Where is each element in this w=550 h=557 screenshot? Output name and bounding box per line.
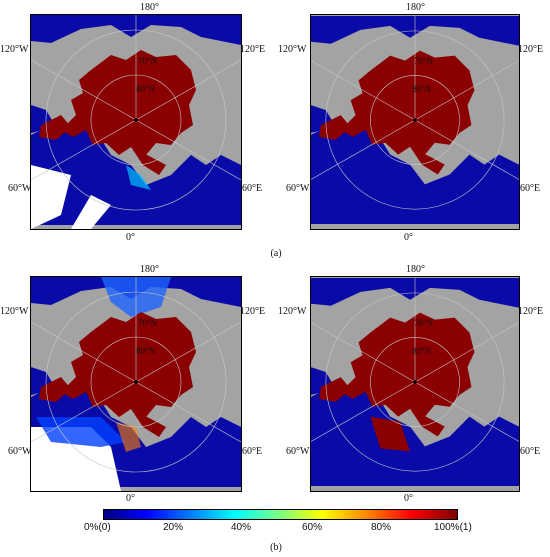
lat-label-80n: 80°N bbox=[412, 84, 432, 94]
colorbar-tick: 0%(0) bbox=[84, 522, 111, 533]
caption-b: (b) bbox=[270, 542, 282, 553]
sea-ice-map bbox=[30, 276, 242, 492]
lon-label-60w: 60°W bbox=[8, 446, 32, 457]
colorbar-tick: 40% bbox=[231, 522, 252, 533]
lon-label-0: 0° bbox=[404, 493, 413, 504]
lon-label-120w: 120°W bbox=[278, 306, 307, 317]
lon-label-120w: 120°W bbox=[0, 44, 29, 55]
lon-label-0: 0° bbox=[404, 232, 413, 243]
colorbar-tick: 80% bbox=[371, 522, 392, 533]
lon-label-60e: 60°E bbox=[520, 446, 541, 457]
lon-label-120e: 120°E bbox=[518, 306, 544, 317]
lon-label-180: 180° bbox=[140, 2, 159, 13]
sea-ice-map bbox=[30, 14, 242, 230]
lon-label-60w: 60°W bbox=[8, 183, 32, 194]
lon-label-120e: 120°E bbox=[240, 44, 266, 55]
sea-ice-map bbox=[310, 276, 520, 492]
lon-label-120w: 120°W bbox=[278, 44, 307, 55]
sea-ice-map bbox=[310, 14, 520, 230]
lat-label-70n: 70°N bbox=[414, 318, 434, 328]
lon-label-120w: 120°W bbox=[0, 306, 29, 317]
caption-a: (a) bbox=[270, 248, 282, 259]
lat-label-70n: 70°N bbox=[138, 56, 158, 66]
colorbar bbox=[103, 509, 458, 520]
lat-label-80n: 80°N bbox=[412, 346, 432, 356]
lon-label-180: 180° bbox=[406, 2, 425, 13]
lon-label-180: 180° bbox=[406, 264, 425, 275]
lon-label-60e: 60°E bbox=[520, 183, 541, 194]
lon-label-120e: 120°E bbox=[240, 306, 266, 317]
colorbar-tick: 20% bbox=[163, 522, 184, 533]
lon-label-60e: 60°E bbox=[242, 183, 263, 194]
lon-label-60e: 60°E bbox=[242, 446, 263, 457]
lat-label-70n: 70°N bbox=[414, 56, 434, 66]
lon-label-0: 0° bbox=[126, 493, 135, 504]
lat-label-80n: 80°N bbox=[136, 84, 156, 94]
colorbar-tick: 100%(1) bbox=[434, 522, 472, 533]
lon-label-60w: 60°W bbox=[286, 446, 310, 457]
lon-label-180: 180° bbox=[140, 264, 159, 275]
lat-label-70n: 70°N bbox=[138, 318, 158, 328]
lon-label-0: 0° bbox=[126, 232, 135, 243]
lon-label-120e: 120°E bbox=[518, 44, 544, 55]
lon-label-60w: 60°W bbox=[286, 183, 310, 194]
colorbar-tick: 60% bbox=[302, 522, 323, 533]
lat-label-80n: 80°N bbox=[136, 346, 156, 356]
